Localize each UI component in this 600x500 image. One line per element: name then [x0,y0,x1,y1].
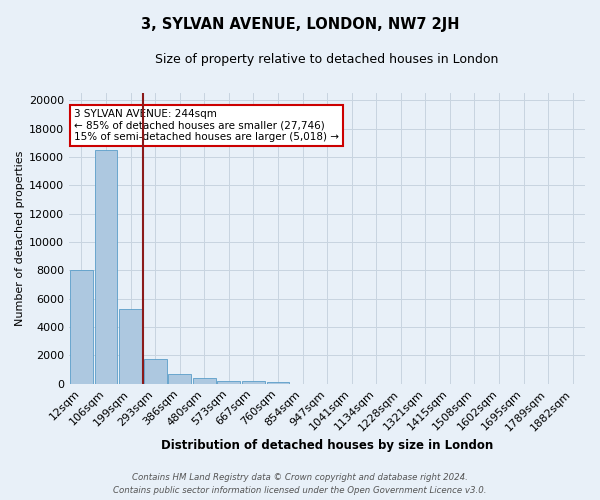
Bar [242,382,265,384]
Bar [266,382,289,384]
Text: 3 SYLVAN AVENUE: 244sqm
← 85% of detached houses are smaller (27,746)
15% of sem: 3 SYLVAN AVENUE: 244sqm ← 85% of detache… [74,109,340,142]
Bar [70,270,93,384]
Bar [168,374,191,384]
Bar [95,150,118,384]
Bar [119,308,142,384]
Bar [193,378,215,384]
Text: Contains HM Land Registry data © Crown copyright and database right 2024.
Contai: Contains HM Land Registry data © Crown c… [113,474,487,495]
Bar [217,380,240,384]
Text: 3, SYLVAN AVENUE, LONDON, NW7 2JH: 3, SYLVAN AVENUE, LONDON, NW7 2JH [141,18,459,32]
X-axis label: Distribution of detached houses by size in London: Distribution of detached houses by size … [161,440,493,452]
Y-axis label: Number of detached properties: Number of detached properties [15,150,25,326]
Title: Size of property relative to detached houses in London: Size of property relative to detached ho… [155,52,499,66]
Bar [144,359,167,384]
